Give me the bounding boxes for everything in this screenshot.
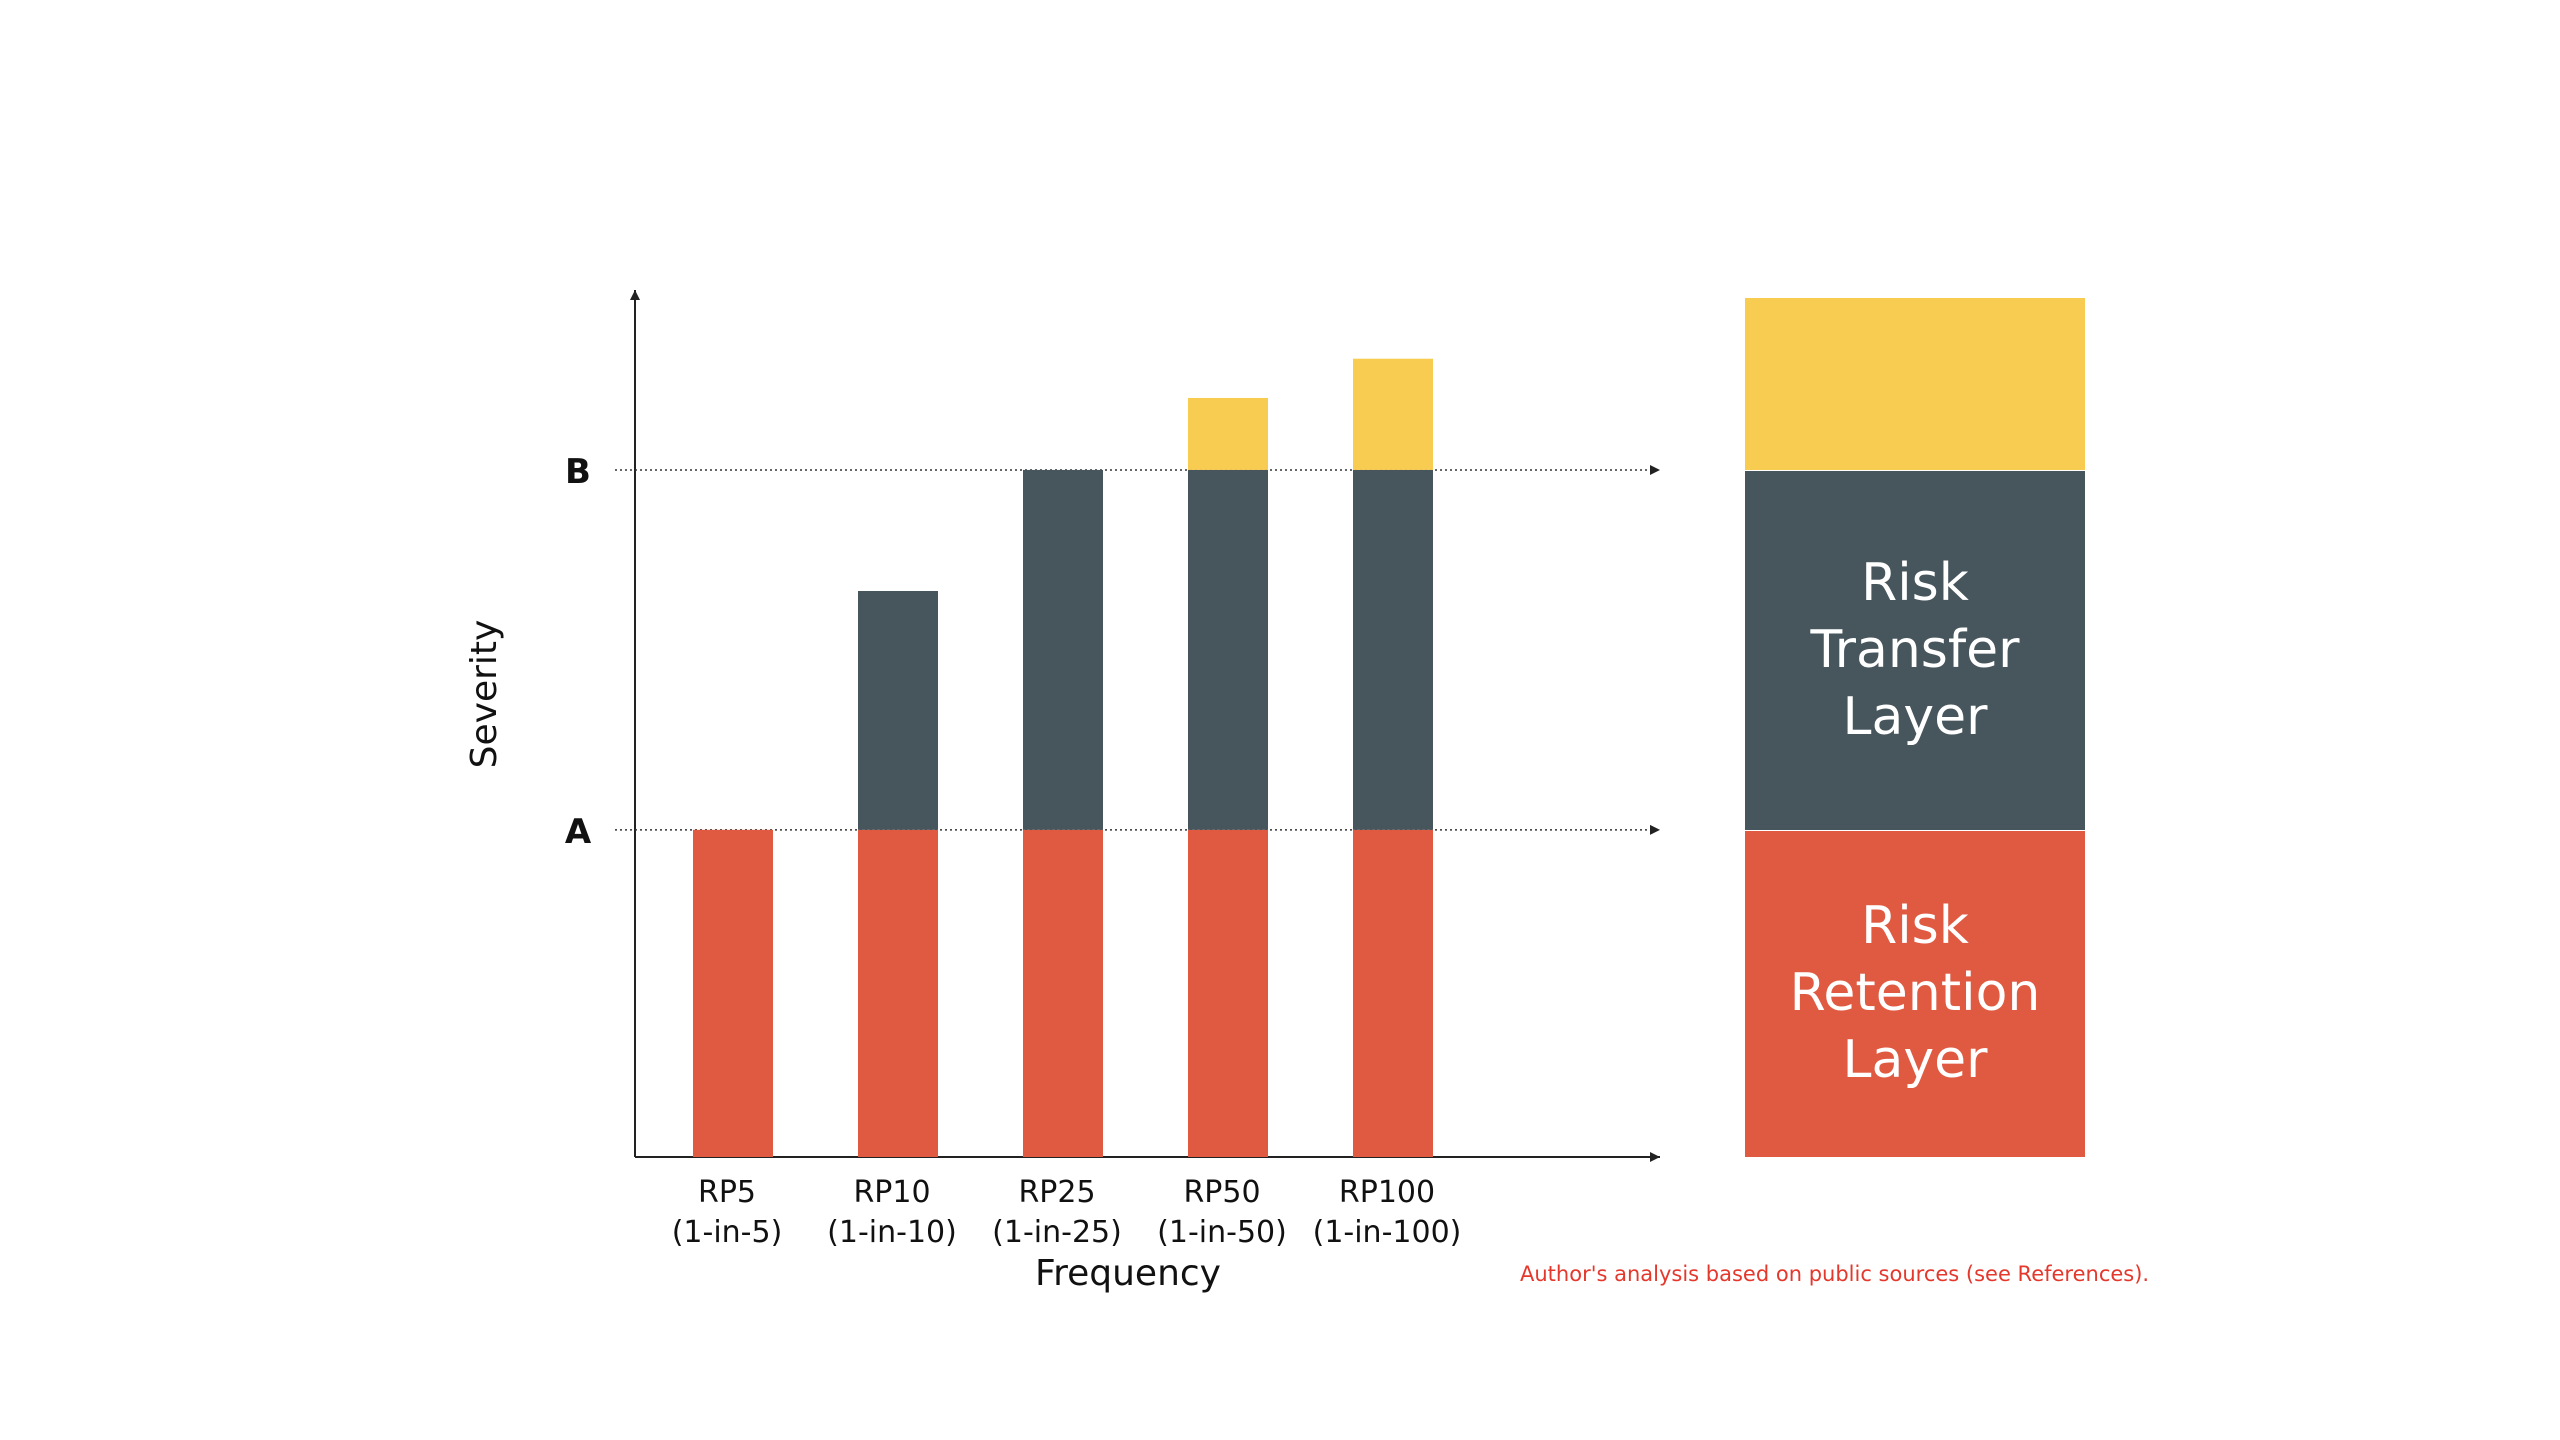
x-tick-sublabel-rp5: (1-in-5)	[672, 1215, 783, 1250]
bar-rp100-series-0	[1353, 829, 1433, 1157]
threshold-label-b: B	[565, 452, 591, 492]
x-tick-sublabel-rp50: (1-in-50)	[1157, 1215, 1287, 1250]
source-note: Author's analysis based on public source…	[1520, 1262, 2150, 1286]
threshold-lines: AB	[565, 452, 1660, 852]
bar-rp10-series-1	[858, 590, 938, 830]
risk-transfer-layer-box: Risk Transfer Layer	[1745, 470, 2085, 830]
bar-rp50-series-0	[1188, 829, 1268, 1157]
risk-transfer-layer-label: Risk Transfer Layer	[1810, 552, 2020, 747]
risk-retention-layer-box: Risk Retention Layer	[1745, 830, 2085, 1157]
threshold-arrow-a	[1650, 824, 1660, 835]
threshold-arrow-b	[1650, 464, 1660, 475]
x-tick-label-rp5: RP5	[698, 1175, 756, 1210]
x-tick-sublabel-rp100: (1-in-100)	[1313, 1215, 1462, 1250]
bar-rp5-series-0	[693, 829, 773, 1157]
bar-rp100-series-2	[1353, 358, 1433, 470]
x-tick-label-rp50: RP50	[1183, 1175, 1260, 1210]
bar-rp25-series-1	[1023, 469, 1103, 830]
risk-retention-layer-label: Risk Retention Layer	[1789, 896, 2041, 1091]
x-axis-label: Frequency	[1035, 1253, 1221, 1294]
x-tick-label-rp10: RP10	[853, 1175, 930, 1210]
x-tick-sublabel-rp25: (1-in-25)	[992, 1215, 1122, 1250]
axes	[630, 290, 1660, 1162]
y-axis-label: Severity	[464, 620, 505, 769]
excess-layer-box	[1745, 298, 2085, 470]
threshold-label-a: A	[565, 812, 592, 852]
x-tick-labels: RP5 (1-in-5) RP10 (1-in-10) RP25 (1-in-25) RP5…	[672, 1175, 1462, 1250]
x-axis-arrow	[1650, 1152, 1660, 1162]
bar-rp100-series-1	[1353, 469, 1433, 830]
x-tick-label-rp100: RP100	[1339, 1175, 1435, 1210]
bar-rp50-series-1	[1188, 469, 1268, 830]
bars	[693, 358, 1433, 1157]
bar-rp50-series-2	[1188, 397, 1268, 470]
y-axis-arrow	[630, 290, 640, 300]
bar-rp25-series-0	[1023, 829, 1103, 1157]
bar-rp10-series-0	[858, 829, 938, 1157]
x-tick-sublabel-rp10: (1-in-10)	[827, 1215, 957, 1250]
x-tick-label-rp25: RP25	[1018, 1175, 1095, 1210]
